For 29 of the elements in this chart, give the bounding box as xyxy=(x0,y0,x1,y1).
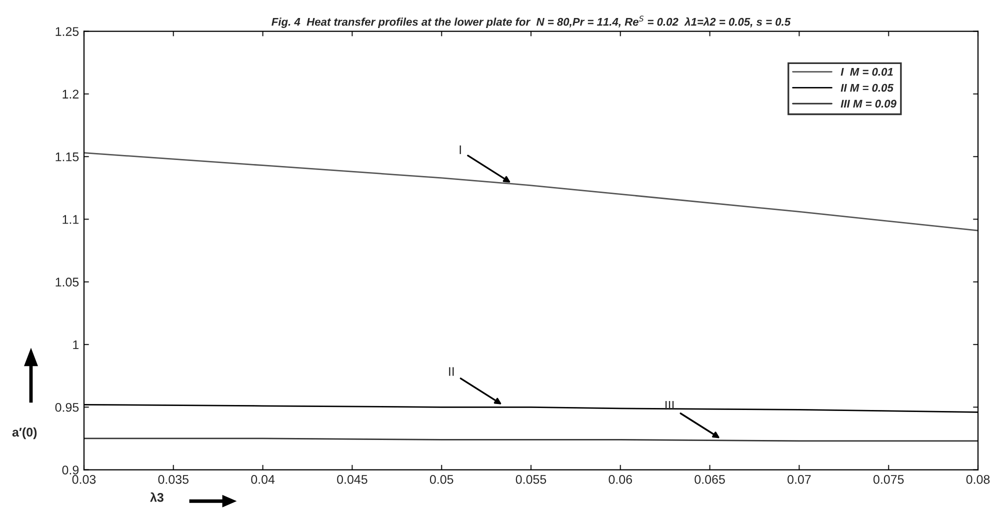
x-axis-title: λ3 xyxy=(150,492,164,502)
x-tick-label: 0.06 xyxy=(608,474,632,484)
x-tick-label: 0.045 xyxy=(337,474,368,484)
legend-label: I M = 0.01 xyxy=(840,68,893,76)
chart-title: Fig. 4 Heat transfer profiles at the lower plate for N = 80,Pr = 11.4, Re$^{S}$ = 0.02 λ1=λ2 = 0.05, s = 0.5 xyxy=(272,16,791,28)
x-tick-label: 0.055 xyxy=(516,474,546,484)
legend-label: II M = 0.05 xyxy=(840,84,894,92)
line-series xyxy=(84,152,978,232)
x-tick-label: 0.03 xyxy=(72,474,96,484)
x-tick-label: 0.05 xyxy=(430,474,454,484)
y-tick-label: 1.1 xyxy=(62,215,79,224)
annotation: III xyxy=(665,401,674,410)
x-tick-label: 0.04 xyxy=(251,474,275,484)
y-tick-label: 0.95 xyxy=(55,402,79,412)
x-tick-label: 0.075 xyxy=(873,474,904,484)
x-tick-label: 0.035 xyxy=(158,474,189,484)
y-tick-label: 1.15 xyxy=(56,152,79,162)
y-axis-title: a′(0) xyxy=(12,427,37,440)
legend-label: III M = 0.09 xyxy=(840,100,896,108)
y-tick-label: 1 xyxy=(73,340,79,350)
y-tick-label: 1.2 xyxy=(62,90,79,98)
x-tick-label: 0.08 xyxy=(966,474,990,484)
y-tick-label: 1.25 xyxy=(56,27,79,36)
y-tick-label: 1.05 xyxy=(56,278,79,287)
y-tick-label: 0.9 xyxy=(62,466,79,474)
annotation: II xyxy=(449,367,454,376)
x-tick-label: 0.07 xyxy=(788,474,811,484)
x-tick-label: 0.065 xyxy=(694,474,725,484)
annotation: I xyxy=(460,145,461,154)
